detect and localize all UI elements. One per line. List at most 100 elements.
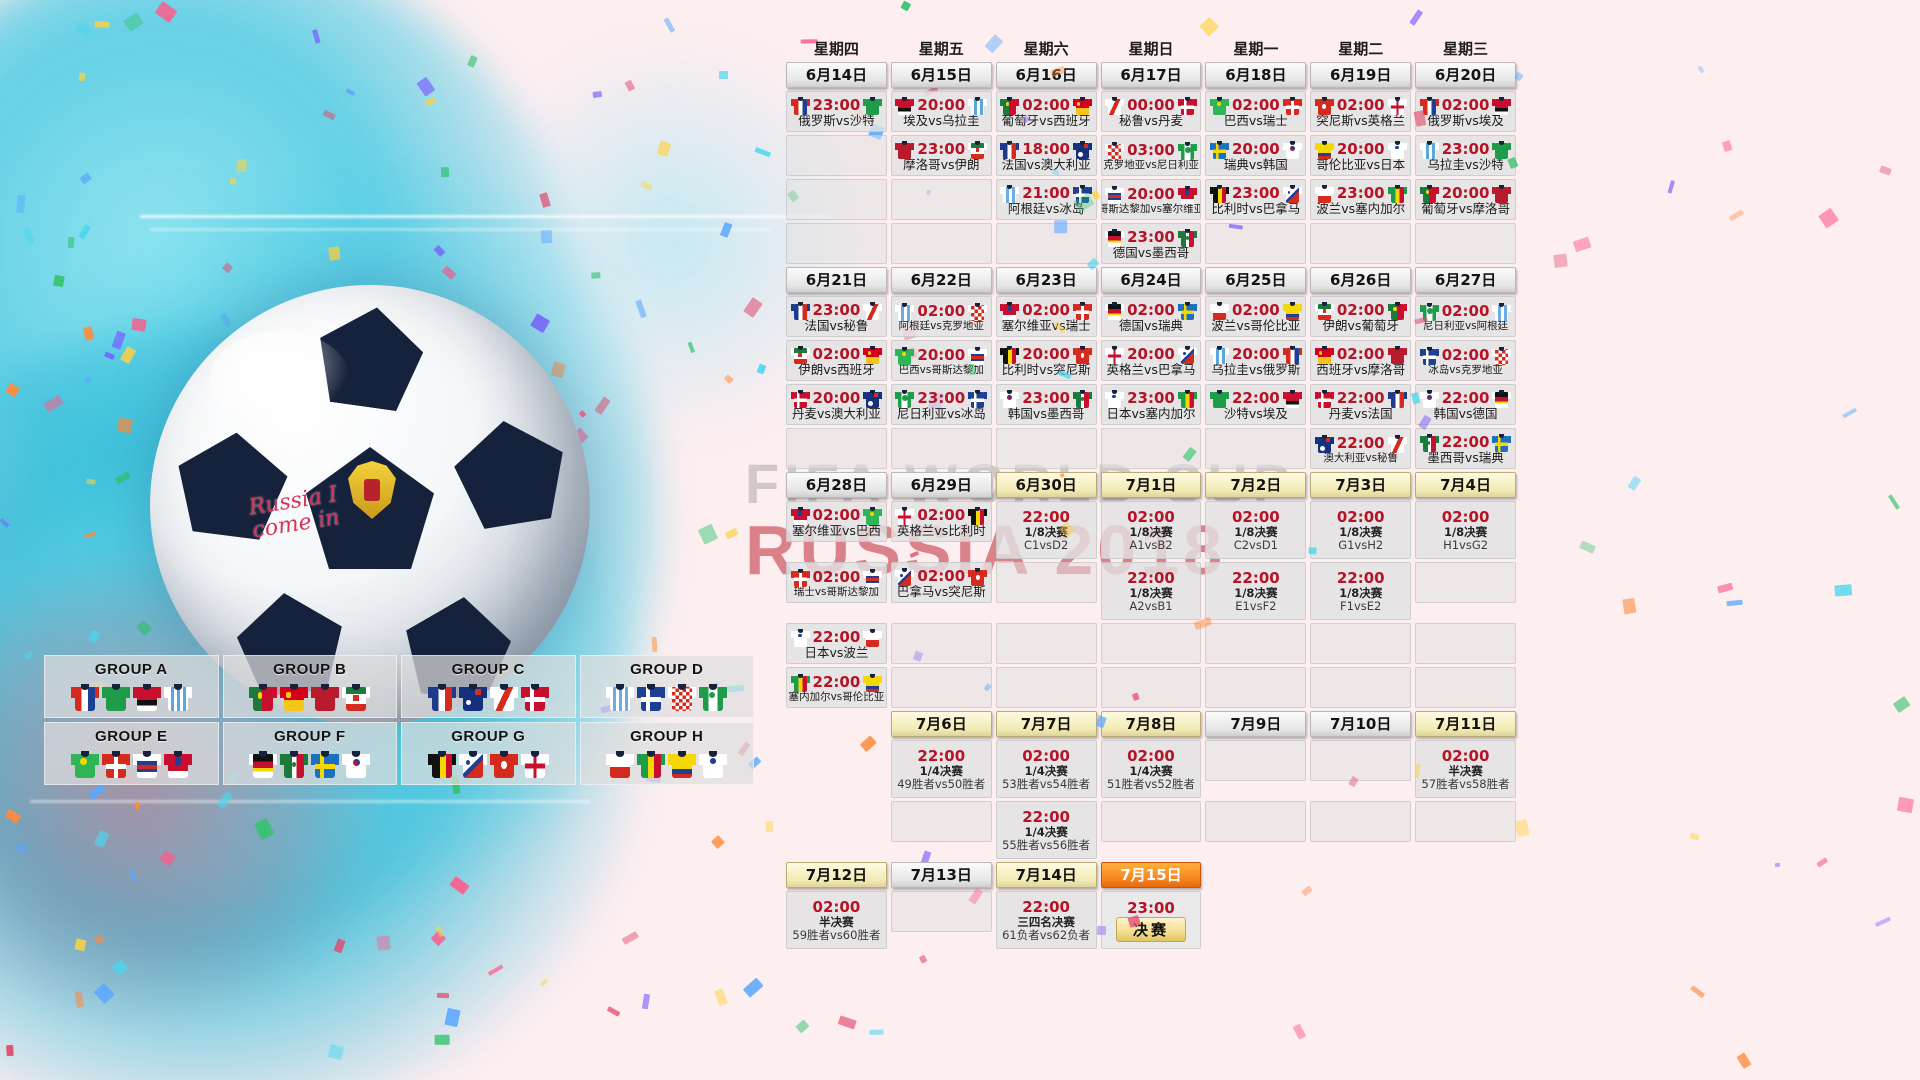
knockout-match-cell[interactable]: 22:00 1/8决赛 F1vsE2 xyxy=(1310,562,1412,620)
date-header-7月8日[interactable]: 7月8日 xyxy=(1100,711,1202,737)
group-group-e[interactable]: GROUP E xyxy=(44,722,219,785)
match-cell[interactable]: 18:00 法国vs澳大利亚 xyxy=(995,135,1097,176)
match-cell[interactable]: 22:00 沙特vs埃及 xyxy=(1205,384,1307,425)
knockout-match-cell[interactable]: 22:00 1/8决赛 A2vsB1 xyxy=(1100,562,1202,620)
knockout-match-cell[interactable]: 02:00 1/4决赛 53胜者vs54胜者 xyxy=(995,740,1097,798)
match-cell[interactable]: 20:00 丹麦vs澳大利亚 xyxy=(786,384,887,425)
match-cell[interactable]: 02:00 波兰vs哥伦比亚 xyxy=(1205,296,1307,337)
knockout-match-cell[interactable]: 22:00 1/4决赛 49胜者vs50胜者 xyxy=(890,740,992,798)
match-cell[interactable]: 02:00 葡萄牙vs西班牙 xyxy=(995,91,1097,132)
date-header-6月19日[interactable]: 6月19日 xyxy=(1310,62,1412,88)
match-cell[interactable]: 02:00 俄罗斯vs埃及 xyxy=(1415,91,1516,132)
group-group-b[interactable]: GROUP B xyxy=(222,655,397,718)
match-cell[interactable]: 02:00 塞尔维亚vs瑞士 xyxy=(995,296,1097,337)
date-header-6月16日[interactable]: 6月16日 xyxy=(995,62,1097,88)
match-cell[interactable]: 20:00 乌拉圭vs俄罗斯 xyxy=(1205,340,1307,381)
match-cell[interactable]: 02:00 尼日利亚vs阿根廷 xyxy=(1415,296,1516,337)
date-header-6月20日[interactable]: 6月20日 xyxy=(1415,62,1516,88)
date-header-7月9日[interactable]: 7月9日 xyxy=(1205,711,1307,737)
knockout-match-cell[interactable]: 22:00 1/8决赛 E1vsF2 xyxy=(1205,562,1307,620)
match-cell[interactable]: 21:00 阿根廷vs冰岛 xyxy=(995,179,1097,220)
match-cell[interactable]: 02:00 塞尔维亚vs巴西 xyxy=(786,501,887,542)
match-cell[interactable]: 02:00 突尼斯vs英格兰 xyxy=(1310,91,1412,132)
group-group-c[interactable]: GROUP C xyxy=(401,655,576,718)
date-header-7月11日[interactable]: 7月11日 xyxy=(1415,711,1516,737)
knockout-match-cell[interactable]: 02:00 1/4决赛 51胜者vs52胜者 xyxy=(1100,740,1202,798)
date-header-7月10日[interactable]: 7月10日 xyxy=(1310,711,1412,737)
knockout-match-cell[interactable]: 22:00 1/4决赛 55胜者vs56胜者 xyxy=(995,801,1097,859)
match-cell[interactable]: 23:00 波兰vs塞内加尔 xyxy=(1310,179,1412,220)
date-header-6月26日[interactable]: 6月26日 xyxy=(1310,267,1412,293)
match-cell[interactable]: 02:00 伊朗vs葡萄牙 xyxy=(1310,296,1412,337)
match-cell[interactable]: 22:00 塞内加尔vs哥伦比亚 xyxy=(786,667,887,708)
knockout-match-cell[interactable]: 23:00 决赛 xyxy=(1100,891,1202,949)
match-cell[interactable]: 20:00 英格兰vs巴拿马 xyxy=(1100,340,1202,381)
match-cell[interactable]: 23:00 乌拉圭vs沙特 xyxy=(1415,135,1516,176)
date-header-7月13日[interactable]: 7月13日 xyxy=(890,862,992,888)
date-header-6月30日[interactable]: 6月30日 xyxy=(995,472,1097,498)
match-cell[interactable]: 02:00 瑞士vs哥斯达黎加 xyxy=(786,562,887,603)
match-cell[interactable]: 22:00 澳大利亚vs秘鲁 xyxy=(1310,428,1412,469)
date-header-7月3日[interactable]: 7月3日 xyxy=(1310,472,1412,498)
date-header-7月1日[interactable]: 7月1日 xyxy=(1100,472,1202,498)
match-cell[interactable]: 23:00 法国vs秘鲁 xyxy=(786,296,887,337)
date-header-7月2日[interactable]: 7月2日 xyxy=(1205,472,1307,498)
match-cell[interactable]: 23:00 韩国vs墨西哥 xyxy=(995,384,1097,425)
group-group-g[interactable]: GROUP G xyxy=(401,722,576,785)
date-header-6月24日[interactable]: 6月24日 xyxy=(1100,267,1202,293)
match-cell[interactable]: 23:00 摩洛哥vs伊朗 xyxy=(890,135,992,176)
date-header-6月23日[interactable]: 6月23日 xyxy=(995,267,1097,293)
date-header-6月28日[interactable]: 6月28日 xyxy=(786,472,887,498)
match-cell[interactable]: 20:00 瑞典vs韩国 xyxy=(1205,135,1307,176)
match-cell[interactable]: 02:00 德国vs瑞典 xyxy=(1100,296,1202,337)
match-cell[interactable]: 20:00 比利时vs突尼斯 xyxy=(995,340,1097,381)
date-header-6月27日[interactable]: 6月27日 xyxy=(1415,267,1516,293)
date-header-7月12日[interactable]: 7月12日 xyxy=(786,862,887,888)
knockout-match-cell[interactable]: 22:00 1/8决赛 C1vsD2 xyxy=(995,501,1097,559)
match-cell[interactable]: 20:00 埃及vs乌拉圭 xyxy=(890,91,992,132)
match-cell[interactable]: 02:00 冰岛vs克罗地亚 xyxy=(1415,340,1516,381)
match-cell[interactable]: 02:00 巴西vs瑞士 xyxy=(1205,91,1307,132)
match-cell[interactable]: 23:00 日本vs塞内加尔 xyxy=(1100,384,1202,425)
match-cell[interactable]: 20:00 哥伦比亚vs日本 xyxy=(1310,135,1412,176)
knockout-match-cell[interactable]: 02:00 1/8决赛 A1vsB2 xyxy=(1100,501,1202,559)
date-header-6月22日[interactable]: 6月22日 xyxy=(890,267,992,293)
match-cell[interactable]: 03:00 克罗地亚vs尼日利亚 xyxy=(1100,135,1202,176)
match-cell[interactable]: 02:00 西班牙vs摩洛哥 xyxy=(1310,340,1412,381)
knockout-match-cell[interactable]: 02:00 半决赛 59胜者vs60胜者 xyxy=(786,891,887,949)
match-cell[interactable]: 02:00 阿根廷vs克罗地亚 xyxy=(890,296,992,337)
knockout-match-cell[interactable]: 22:00 三四名决赛 61负者vs62负者 xyxy=(995,891,1097,949)
date-header-7月7日[interactable]: 7月7日 xyxy=(995,711,1097,737)
match-cell[interactable]: 20:00 哥斯达黎加vs塞尔维亚 xyxy=(1100,179,1202,220)
date-header-6月21日[interactable]: 6月21日 xyxy=(786,267,887,293)
date-header-6月18日[interactable]: 6月18日 xyxy=(1205,62,1307,88)
group-group-f[interactable]: GROUP F xyxy=(222,722,397,785)
match-cell[interactable]: 22:00 韩国vs德国 xyxy=(1415,384,1516,425)
match-cell[interactable]: 22:00 日本vs波兰 xyxy=(786,623,887,664)
match-cell[interactable]: 23:00 俄罗斯vs沙特 xyxy=(786,91,887,132)
date-header-6月25日[interactable]: 6月25日 xyxy=(1205,267,1307,293)
match-cell[interactable]: 02:00 英格兰vs比利时 xyxy=(890,501,992,542)
date-header-6月17日[interactable]: 6月17日 xyxy=(1100,62,1202,88)
date-header-6月15日[interactable]: 6月15日 xyxy=(890,62,992,88)
match-cell[interactable]: 23:00 比利时vs巴拿马 xyxy=(1205,179,1307,220)
group-group-h[interactable]: GROUP H xyxy=(579,722,754,785)
match-cell[interactable]: 00:00 秘鲁vs丹麦 xyxy=(1100,91,1202,132)
match-cell[interactable]: 22:00 丹麦vs法国 xyxy=(1310,384,1412,425)
match-cell[interactable]: 02:00 伊朗vs西班牙 xyxy=(786,340,887,381)
match-cell[interactable]: 23:00 德国vs墨西哥 xyxy=(1100,223,1202,264)
date-header-7月6日[interactable]: 7月6日 xyxy=(890,711,992,737)
date-header-6月14日[interactable]: 6月14日 xyxy=(786,62,887,88)
knockout-match-cell[interactable]: 02:00 半决赛 57胜者vs58胜者 xyxy=(1415,740,1516,798)
date-header-7月15日[interactable]: 7月15日 xyxy=(1100,862,1202,888)
date-header-6月29日[interactable]: 6月29日 xyxy=(890,472,992,498)
knockout-match-cell[interactable]: 02:00 1/8决赛 G1vsH2 xyxy=(1310,501,1412,559)
date-header-7月14日[interactable]: 7月14日 xyxy=(995,862,1097,888)
match-cell[interactable]: 20:00 葡萄牙vs摩洛哥 xyxy=(1415,179,1516,220)
knockout-match-cell[interactable]: 02:00 1/8决赛 H1vsG2 xyxy=(1415,501,1516,559)
knockout-match-cell[interactable]: 02:00 1/8决赛 C2vsD1 xyxy=(1205,501,1307,559)
match-cell[interactable]: 22:00 墨西哥vs瑞典 xyxy=(1415,428,1516,469)
group-group-a[interactable]: GROUP A xyxy=(44,655,219,718)
match-cell[interactable]: 02:00 巴拿马vs突尼斯 xyxy=(890,562,992,603)
group-group-d[interactable]: GROUP D xyxy=(579,655,754,718)
